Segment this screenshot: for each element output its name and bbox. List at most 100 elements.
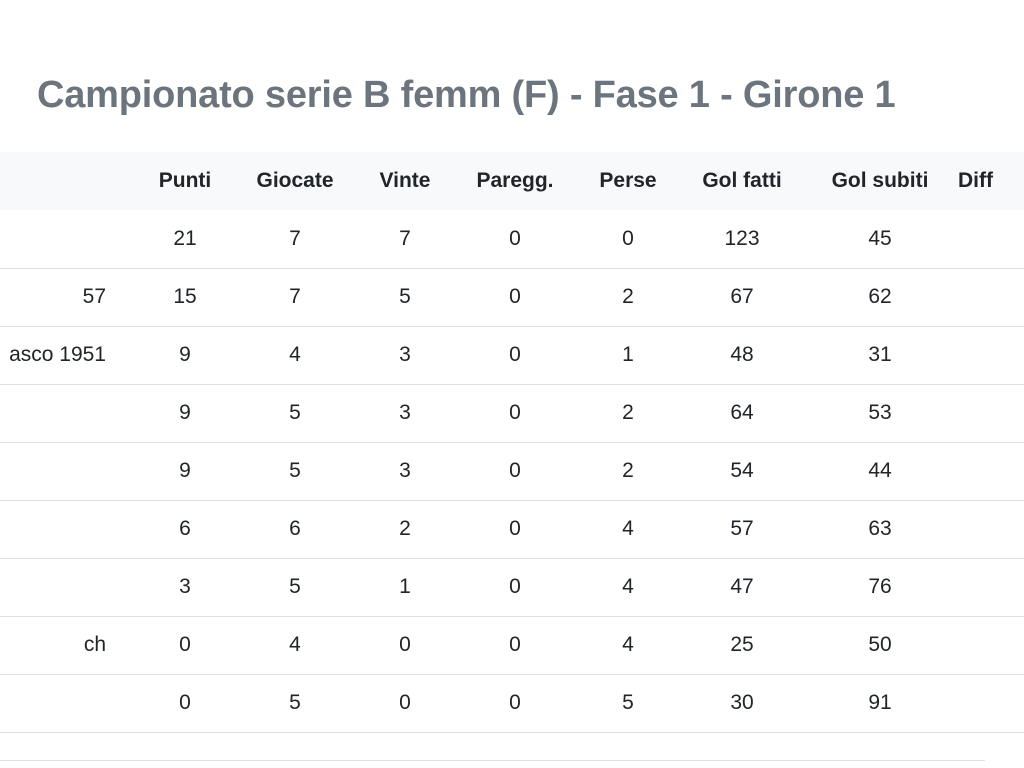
won-cell: 3 [399,343,411,366]
drawn-cell: 0 [509,285,521,308]
points-cell: 6 [179,517,191,540]
won-cell: 0 [399,633,411,656]
played-cell: 4 [289,343,301,366]
played-cell: 5 [289,459,301,482]
team-name-cell [0,210,140,268]
table-row[interactable]: 6 6 2 0 4 57 63 [0,500,1024,558]
played-cell: 7 [289,226,301,250]
goals-against-cell: 45 [868,226,892,250]
goal-difference-cell [952,442,1024,500]
table-row[interactable]: 9 5 3 0 2 64 53 [0,384,1024,442]
goals-against-cell: 63 [868,517,892,540]
won-cell: 3 [399,459,411,482]
won-cell: 2 [399,517,411,540]
goal-difference-cell [952,268,1024,326]
goals-for-cell: 47 [730,575,754,598]
goals-for-cell: 30 [730,691,754,714]
played-cell: 7 [289,285,301,308]
table-row[interactable]: 0 5 0 0 5 30 91 [0,674,1024,732]
points-cell: 9 [179,343,191,366]
table-row[interactable]: 9 5 3 0 2 54 44 [0,442,1024,500]
lost-cell: 2 [622,285,634,308]
goals-against-cell: 31 [868,343,892,366]
table-row[interactable]: 57 15 7 5 0 2 67 62 [0,268,1024,326]
column-header-lost: Perse [599,169,657,192]
drawn-cell: 0 [509,575,521,598]
drawn-cell: 0 [509,633,521,656]
table-row[interactable]: 3 5 1 0 4 47 76 [0,558,1024,616]
team-name-cell [0,500,140,558]
lost-cell: 2 [622,401,634,424]
goals-against-cell: 76 [868,575,892,598]
table-header-row: Punti Giocate Vinte Paregg. Perse Gol fa… [0,152,1024,210]
table-row[interactable]: asco 1951 9 4 3 0 1 48 31 [0,326,1024,384]
drawn-cell: 0 [509,517,521,540]
column-header-goals-against: Gol subiti [831,169,929,192]
table-bottom-divider [0,760,985,761]
goals-against-cell: 62 [868,285,892,308]
goal-difference-cell [952,500,1024,558]
team-name-cell [0,674,140,732]
drawn-cell: 0 [509,401,521,424]
won-cell: 0 [399,691,411,714]
drawn-cell: 0 [509,691,521,714]
column-header-drawn: Paregg. [476,169,554,192]
table-row[interactable]: ch 0 4 0 0 4 25 50 [0,616,1024,674]
goals-for-cell: 64 [730,401,754,424]
goal-difference-cell [952,558,1024,616]
goal-difference-cell [952,326,1024,384]
points-cell: 0 [179,691,191,714]
team-name-cell: asco 1951 [9,343,106,366]
standings-table: Punti Giocate Vinte Paregg. Perse Gol fa… [0,152,1024,733]
played-cell: 5 [289,691,301,714]
team-name-cell: ch [83,633,106,656]
goal-difference-cell [952,674,1024,732]
column-header-played: Giocate [256,169,334,192]
points-cell: 3 [179,575,191,598]
column-header-goals-for: Gol fatti [702,169,782,192]
lost-cell: 1 [622,343,634,366]
column-header-won: Vinte [379,169,431,192]
points-cell: 9 [179,401,191,424]
drawn-cell: 0 [509,459,521,482]
goal-difference-cell [952,616,1024,674]
goals-against-cell: 50 [868,633,892,656]
drawn-cell: 0 [509,343,521,366]
lost-cell: 4 [622,575,634,598]
lost-cell: 0 [622,226,634,250]
played-cell: 5 [289,575,301,598]
lost-cell: 4 [622,633,634,656]
team-name-cell [0,384,140,442]
drawn-cell: 0 [509,226,521,250]
won-cell: 5 [399,285,411,308]
column-header-team [0,152,140,210]
goals-against-cell: 91 [868,691,892,714]
goals-against-cell: 53 [868,401,892,424]
column-header-points: Punti [158,169,212,192]
points-cell: 21 [173,226,197,250]
goals-for-cell: 67 [730,285,754,308]
column-header-goal-difference: Diff [958,169,993,192]
lost-cell: 5 [622,691,634,714]
team-name-cell [0,558,140,616]
played-cell: 6 [289,517,301,540]
goals-for-cell: 57 [730,517,754,540]
played-cell: 5 [289,401,301,424]
goals-for-cell: 123 [724,226,760,250]
goal-difference-cell [952,210,1024,268]
won-cell: 3 [399,401,411,424]
played-cell: 4 [289,633,301,656]
table-row[interactable]: 21 7 7 0 0 123 45 [0,210,1024,268]
goals-for-cell: 54 [730,459,754,482]
lost-cell: 4 [622,517,634,540]
points-cell: 0 [179,633,191,656]
won-cell: 1 [399,575,411,598]
points-cell: 15 [173,285,197,308]
goals-against-cell: 44 [868,459,892,482]
goals-for-cell: 48 [730,343,754,366]
goal-difference-cell [952,384,1024,442]
team-name-cell [0,442,140,500]
lost-cell: 2 [622,459,634,482]
goals-for-cell: 25 [730,633,754,656]
